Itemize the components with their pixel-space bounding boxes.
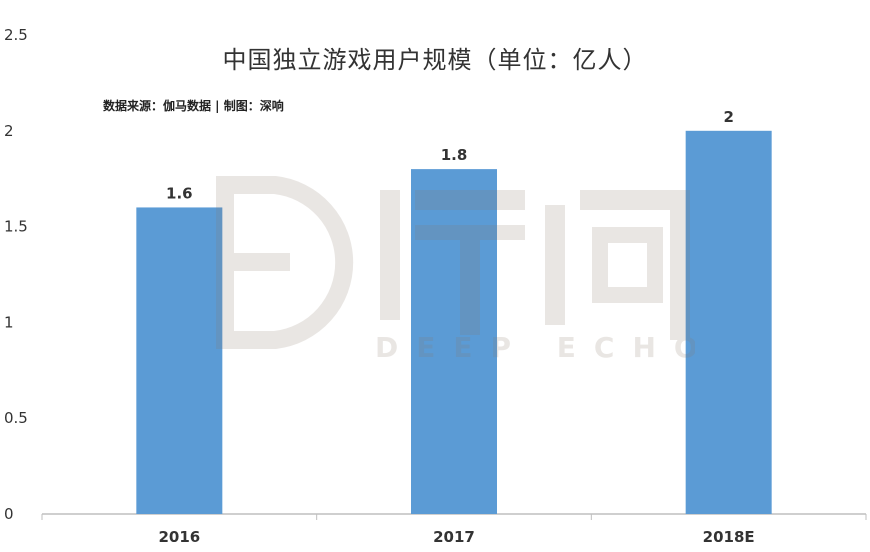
y-tick-label: 2 — [4, 122, 14, 140]
y-tick-label: 2.5 — [4, 26, 28, 44]
bar — [411, 169, 497, 514]
data-labels-group: 1.6 1.8 2 — [166, 108, 734, 203]
chart-title: 中国独立游戏用户规模（单位：亿人） — [222, 46, 648, 74]
data-label: 2 — [723, 108, 733, 126]
bar — [685, 130, 772, 515]
data-label: 1.8 — [441, 146, 468, 164]
bar — [136, 207, 223, 514]
y-tick-label: 1.5 — [4, 218, 28, 236]
y-tick-label: 0.5 — [4, 409, 28, 427]
x-tick-label: 2017 — [433, 528, 475, 546]
x-tick-label: 2018E — [703, 528, 755, 546]
data-label: 1.6 — [166, 184, 193, 202]
bars-group — [136, 130, 772, 515]
x-axis: 2016 2017 2018E — [41, 513, 867, 546]
y-tick-label: 1 — [4, 313, 14, 331]
y-tick-label: 0 — [4, 505, 14, 523]
watermark-logo: DEEP ECHO — [216, 176, 695, 360]
chart-subtitle: 数据来源：伽马数据 | 制图：深响 — [103, 99, 284, 113]
x-tick-label: 2016 — [158, 528, 200, 546]
watermark-text: DEEP ECHO — [375, 331, 695, 360]
y-axis: 0 0.5 1 1.5 2 2.5 — [4, 26, 28, 523]
